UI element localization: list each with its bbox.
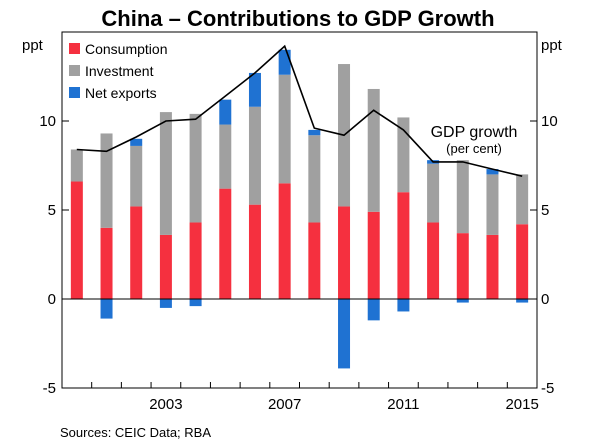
bar-consumption-2008 [308, 222, 321, 299]
source-note: Sources: CEIC Data; RBA [60, 425, 211, 440]
bar-consumption-2014 [486, 234, 499, 299]
bar-investment-2002 [130, 145, 143, 207]
y-axis-ticks: -5 -5 0 0 5 5 10 10 [39, 113, 557, 397]
bar-net-exports-2007 [278, 49, 291, 75]
legend-label-consumption: Consumption [85, 41, 168, 57]
bar-consumption-2009 [338, 206, 351, 299]
bar-net-exports-2013 [456, 299, 469, 303]
bar-net-exports-2008 [308, 129, 321, 136]
bar-investment-2001 [100, 133, 113, 228]
bar-consumption-2001 [100, 227, 113, 299]
legend-swatch-net-exports [69, 87, 80, 98]
x-tick-label-2011: 2011 [387, 396, 419, 413]
bar-series [70, 49, 529, 369]
y-tick-label-right: -5 [541, 380, 554, 397]
legend-swatch-investment [69, 65, 80, 76]
bar-investment-2010 [367, 88, 380, 212]
bar-consumption-2013 [456, 233, 469, 299]
y-tick-label-left: 5 [48, 202, 56, 219]
bar-net-exports-2003 [159, 299, 172, 308]
bar-net-exports-2015 [516, 299, 529, 303]
bar-net-exports-2001 [100, 299, 113, 319]
x-tick-label-2007: 2007 [268, 396, 301, 413]
bar-investment-2015 [516, 174, 529, 225]
legend: Consumption Investment Net exports [69, 41, 168, 101]
bar-consumption-2015 [516, 224, 529, 299]
chart-title: China – Contributions to GDP Growth [101, 6, 494, 31]
y-tick-label-left: 10 [39, 113, 56, 130]
bar-investment-2003 [159, 112, 172, 235]
bar-consumption-2011 [397, 192, 410, 299]
gdp-growth-label: GDP growth [431, 124, 518, 141]
y-tick-label-right: 10 [541, 113, 558, 130]
bar-consumption-2012 [427, 222, 440, 299]
y-tick-label-right: 0 [541, 291, 549, 308]
legend-swatch-consumption [69, 43, 80, 54]
bar-investment-2014 [486, 174, 499, 235]
gdp-growth-line [76, 44, 523, 177]
legend-label-investment: Investment [85, 63, 154, 79]
bar-investment-2008 [308, 135, 321, 223]
y-tick-label-left: 0 [48, 291, 56, 308]
bar-consumption-2003 [159, 234, 172, 299]
y-tick-label-left: -5 [43, 380, 56, 397]
legend-label-net-exports: Net exports [85, 85, 157, 101]
bar-consumption-2000 [70, 181, 83, 299]
bar-net-exports-2006 [248, 72, 261, 107]
bar-investment-2004 [189, 113, 202, 223]
bar-consumption-2006 [248, 204, 261, 299]
bar-investment-2005 [219, 124, 232, 189]
gdp-growth-sublabel: (per cent) [446, 141, 502, 156]
bar-investment-2007 [278, 74, 291, 184]
bar-investment-2012 [427, 163, 440, 223]
bar-net-exports-2014 [486, 169, 499, 175]
bar-consumption-2004 [189, 222, 202, 299]
bar-net-exports-2005 [219, 99, 232, 125]
bar-net-exports-2011 [397, 299, 410, 312]
x-axis-ticks: 2003 2007 2011 2015 [91, 382, 539, 413]
bar-investment-2000 [70, 149, 83, 182]
bar-net-exports-2002 [130, 138, 143, 146]
bar-net-exports-2010 [367, 299, 380, 321]
bar-investment-2011 [397, 117, 410, 193]
bar-consumption-2002 [130, 206, 143, 299]
bar-consumption-2007 [278, 183, 291, 299]
x-tick-label-2003: 2003 [149, 396, 182, 413]
y-unit-left: ppt [22, 37, 44, 54]
bar-net-exports-2004 [189, 299, 202, 307]
y-tick-label-right: 5 [541, 202, 549, 219]
bar-investment-2006 [248, 106, 261, 205]
bar-consumption-2010 [367, 211, 380, 299]
bar-investment-2013 [456, 160, 469, 234]
x-tick-label-2015: 2015 [505, 396, 538, 413]
y-unit-right: ppt [541, 37, 563, 54]
bar-net-exports-2009 [338, 299, 351, 369]
bar-consumption-2005 [219, 188, 232, 299]
